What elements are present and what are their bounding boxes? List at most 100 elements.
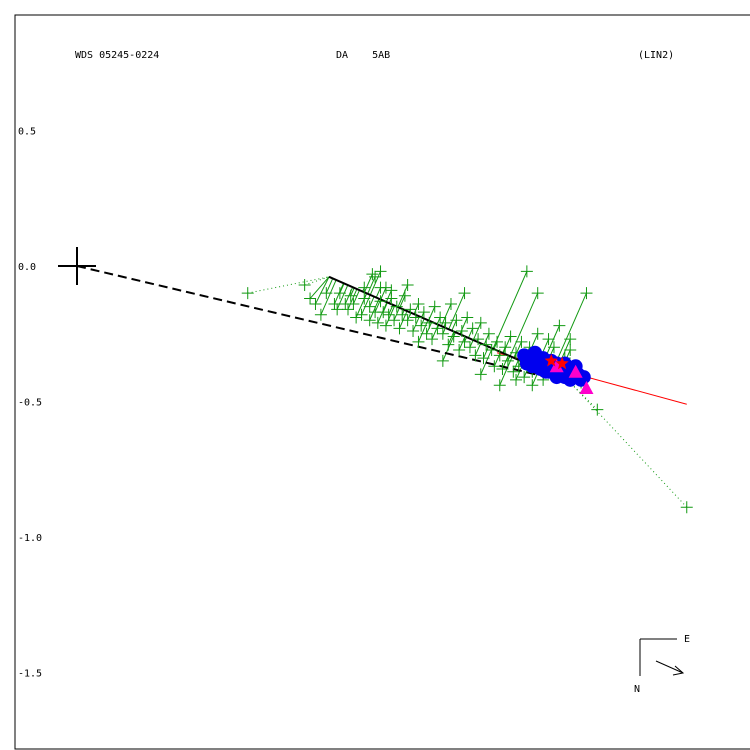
residual-line — [467, 328, 474, 339]
measurement-marks — [241, 265, 693, 514]
y-tick-label: -1.0 — [18, 533, 42, 544]
micrometric-point — [580, 287, 593, 300]
micrometric-point — [469, 349, 482, 362]
residual-line — [483, 346, 489, 359]
micrometric-point — [363, 314, 376, 327]
micrometric-point — [401, 314, 414, 327]
micrometric-point — [385, 292, 398, 305]
residual-line — [472, 322, 482, 341]
residual-line — [502, 336, 512, 354]
micrometric-point — [477, 352, 490, 365]
micrometric-point — [390, 300, 403, 313]
micrometric-point — [493, 349, 506, 362]
residual-line — [336, 284, 349, 310]
residual-line — [393, 307, 400, 321]
micrometric-point — [309, 297, 322, 310]
micrometric-point — [379, 281, 392, 294]
micrometric-point — [553, 319, 566, 332]
micrometric-point — [355, 308, 368, 321]
residual-line — [352, 289, 360, 305]
micrometric-point — [458, 287, 471, 300]
micrometric-point — [515, 335, 528, 348]
y-tick-label: -1.5 — [18, 669, 42, 680]
residual-line — [440, 303, 452, 327]
compass: E N — [634, 634, 690, 695]
residual-line — [418, 319, 429, 343]
residual-line — [347, 288, 358, 310]
dashed-primary-line — [76, 265, 571, 384]
residual-line — [339, 283, 345, 294]
primary-star-cross — [58, 247, 96, 285]
micrometric-point — [298, 278, 311, 291]
residual-line — [309, 276, 330, 299]
micrometric-point — [493, 379, 506, 392]
micrometric-point — [404, 303, 417, 316]
micrometric-point — [388, 314, 401, 327]
micrometric-point — [420, 327, 433, 340]
micrometric-point — [412, 335, 425, 348]
residual-line — [480, 348, 493, 375]
micrometric-point — [447, 330, 460, 343]
micrometric-point — [526, 379, 539, 392]
micrometric-point — [333, 287, 346, 300]
micrometric-point — [371, 316, 384, 329]
residual-line — [325, 278, 334, 294]
residual-line — [375, 287, 381, 298]
residual-line — [382, 302, 388, 313]
residual-line — [420, 318, 425, 326]
micrometric-point — [358, 281, 371, 294]
residual-line — [369, 296, 375, 307]
micrometric-point — [344, 289, 357, 302]
micrometric-point — [331, 303, 344, 316]
micrometric-point — [542, 333, 555, 346]
primary-star-marker — [58, 247, 96, 285]
micrometric-point — [347, 297, 360, 310]
residual-line — [369, 298, 380, 321]
residual-line — [385, 290, 392, 303]
micrometric-point — [507, 365, 520, 378]
micrometric-point — [480, 338, 493, 351]
micrometric-point — [450, 314, 463, 327]
micrometric-point — [680, 501, 693, 514]
compass-east-label: E — [684, 634, 690, 645]
micrometric-point — [461, 311, 474, 324]
micrometric-point — [379, 319, 392, 332]
hipparcos-point — [579, 380, 594, 394]
micrometric-point — [328, 297, 341, 310]
micrometric-point — [547, 341, 560, 354]
micrometric-point — [431, 322, 444, 335]
residual-line — [469, 339, 474, 348]
micrometric-point — [366, 268, 379, 281]
fit-lines — [76, 265, 688, 508]
residual-line — [385, 305, 396, 326]
micrometric-point — [501, 354, 514, 367]
micrometric-point — [520, 265, 533, 278]
motion-arrow-head-icon — [672, 665, 685, 676]
micrometric-point — [504, 330, 517, 343]
residual-line — [474, 343, 482, 356]
residual-line — [304, 276, 330, 286]
speckle-point — [527, 359, 542, 374]
micrometric-point — [496, 362, 509, 375]
speckle-point — [538, 364, 553, 379]
micrometric-point — [564, 344, 577, 357]
micrometric-point — [591, 403, 604, 416]
recent-point — [544, 353, 558, 367]
compass-north-label: N — [634, 684, 640, 695]
residual-line — [399, 295, 406, 308]
residual-line — [499, 356, 513, 386]
micrometric-point — [510, 373, 523, 386]
micrometric-point — [472, 333, 485, 346]
micrometric-point — [342, 303, 354, 316]
micrometric-point — [320, 287, 333, 300]
micrometric-point — [374, 295, 387, 308]
micrometric-point — [409, 311, 422, 324]
residual-line — [350, 287, 355, 297]
hipparcos-point — [549, 359, 564, 373]
micrometric-point — [434, 311, 447, 324]
recent-point — [555, 356, 569, 370]
micrometric-point — [564, 333, 577, 346]
residual-line — [367, 276, 376, 294]
micrometric-point — [417, 306, 430, 319]
micrometric-point — [358, 292, 371, 305]
